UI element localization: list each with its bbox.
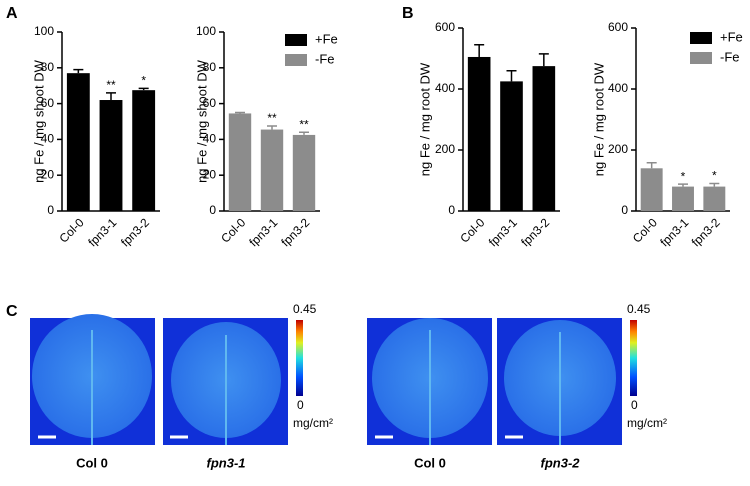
- legend-label: -Fe: [315, 51, 335, 66]
- colorbar-min: 0: [631, 398, 638, 412]
- error-bar: [646, 162, 657, 169]
- y-tick-label: 600: [435, 20, 455, 34]
- bar: [228, 113, 252, 211]
- bar: [703, 186, 726, 211]
- bar: [467, 56, 491, 211]
- error-bar: [299, 131, 309, 135]
- error-bar: [538, 53, 549, 67]
- significance-label: **: [299, 117, 309, 131]
- error-bar: [106, 92, 116, 101]
- y-tick-label: 80: [41, 60, 55, 74]
- x-tick-label: Col-0: [218, 215, 248, 245]
- bar: [292, 134, 316, 211]
- legend-swatch: [285, 34, 307, 46]
- image-caption: Col 0: [414, 455, 446, 470]
- colorbar: [630, 320, 637, 396]
- legend-swatch: [285, 54, 307, 66]
- y-axis-label: ng Fe / mg shoot DW: [194, 59, 209, 183]
- error-bar: [138, 87, 149, 91]
- y-tick-label: 0: [448, 203, 455, 217]
- y-tick-label: 100: [34, 24, 54, 38]
- y-tick-label: 600: [608, 20, 628, 34]
- colorbar-max: 0.45: [293, 302, 317, 316]
- significance-label: *: [141, 74, 146, 88]
- leaf-image: [367, 318, 492, 445]
- x-tick-label: fpn3-1: [486, 215, 520, 249]
- colorbar: [296, 320, 303, 396]
- y-tick-label: 200: [608, 142, 628, 156]
- legend-swatch: [690, 52, 712, 64]
- y-tick-label: 80: [203, 60, 217, 74]
- y-axis-label: ng Fe / mg root DW: [591, 62, 606, 176]
- legend-label: +Fe: [720, 29, 743, 44]
- panel-label: B: [402, 5, 414, 22]
- y-axis-label: ng Fe / mg shoot DW: [31, 59, 46, 183]
- x-tick-label: fpn3-1: [85, 215, 119, 249]
- image-caption: Col 0: [76, 455, 108, 470]
- error-bar: [235, 111, 245, 114]
- image-caption: fpn3-2: [541, 455, 581, 470]
- significance-label: **: [106, 78, 116, 92]
- leaf-image: [30, 314, 155, 445]
- y-tick-label: 0: [209, 203, 216, 217]
- error-bar: [73, 68, 84, 74]
- bar: [260, 129, 284, 211]
- legend-swatch: [690, 32, 712, 44]
- y-tick-label: 400: [435, 81, 455, 95]
- error-bar: [474, 44, 485, 57]
- y-tick-label: 60: [203, 96, 217, 110]
- y-tick-label: 60: [41, 96, 55, 110]
- bar: [132, 90, 156, 211]
- significance-label: *: [681, 169, 686, 183]
- error-bar: [709, 182, 720, 187]
- x-tick-label: fpn3-2: [118, 215, 152, 249]
- colorbar-unit: mg/cm²: [627, 416, 667, 430]
- y-tick-label: 40: [203, 132, 217, 146]
- legend-label: +Fe: [315, 31, 338, 46]
- y-tick-label: 0: [621, 203, 628, 217]
- error-bar: [678, 183, 688, 187]
- leaf-image: [163, 318, 288, 445]
- significance-label: **: [267, 111, 277, 125]
- x-tick-label: Col-0: [57, 215, 87, 245]
- y-tick-label: 40: [41, 132, 55, 146]
- panel-label: C: [6, 303, 18, 320]
- leaf-image: [497, 318, 622, 445]
- bar: [66, 73, 90, 211]
- error-bar: [506, 69, 517, 82]
- significance-label: *: [712, 169, 717, 183]
- image-caption: fpn3-1: [207, 455, 246, 470]
- leaf-images: [30, 314, 637, 445]
- x-tick-label: fpn3-2: [518, 215, 552, 249]
- x-tick-label: fpn3-2: [689, 215, 723, 249]
- legend-label: -Fe: [720, 49, 740, 64]
- colorbar-unit: mg/cm²: [293, 416, 333, 430]
- bar: [640, 168, 663, 211]
- y-tick-label: 20: [41, 167, 55, 181]
- x-tick-label: Col-0: [457, 215, 487, 245]
- y-tick-label: 0: [47, 203, 54, 217]
- bar: [99, 100, 123, 211]
- colorbar-min: 0: [297, 398, 304, 412]
- colorbar-max: 0.45: [627, 302, 651, 316]
- x-tick-label: fpn3-2: [278, 215, 312, 249]
- bar: [532, 66, 556, 211]
- panel-label: A: [6, 5, 18, 22]
- error-bar: [267, 125, 277, 130]
- y-tick-label: 100: [196, 24, 216, 38]
- y-axis-label: ng Fe / mg root DW: [417, 62, 432, 176]
- y-tick-label: 200: [435, 142, 455, 156]
- y-tick-label: 20: [203, 167, 217, 181]
- bar: [672, 186, 694, 211]
- x-tick-label: fpn3-1: [246, 215, 280, 249]
- bar: [500, 81, 523, 211]
- x-tick-label: fpn3-1: [657, 215, 691, 249]
- y-tick-label: 400: [608, 81, 628, 95]
- x-tick-label: Col-0: [630, 215, 660, 245]
